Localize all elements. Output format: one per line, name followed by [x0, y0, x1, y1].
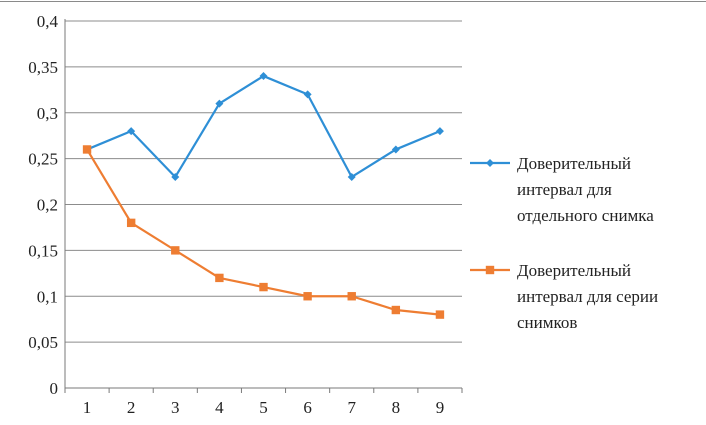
legend-label-1: интервал для [517, 180, 612, 199]
legend-label-1: отдельного снимка [517, 206, 654, 225]
data-point-1 [215, 99, 224, 108]
data-point-2 [435, 310, 445, 319]
series-line-1 [86, 74, 441, 179]
legend-label-1: Доверительный [517, 154, 631, 173]
legend-marker-2 [485, 265, 495, 275]
data-point-2 [82, 145, 92, 154]
x-tick-label: 4 [215, 398, 224, 417]
x-tick-label: 7 [347, 398, 356, 417]
x-tick-label: 1 [83, 398, 92, 417]
legend-label-2: Доверительный [517, 261, 631, 280]
data-point-1 [391, 145, 400, 154]
y-tick-label: 0 [50, 379, 59, 398]
y-tick-label: 0,35 [28, 58, 58, 77]
x-tick-label: 2 [127, 398, 136, 417]
y-tick-label: 0,4 [37, 12, 59, 31]
data-point-1 [171, 172, 180, 181]
data-point-1 [435, 127, 444, 136]
legend-label-2: снимков [517, 313, 577, 332]
data-point-1 [303, 90, 312, 99]
y-tick-label: 0,15 [28, 241, 58, 260]
data-point-2 [215, 273, 224, 283]
x-tick-label: 6 [303, 398, 312, 417]
legend-label-2: интервал для серии [517, 287, 658, 306]
y-tick-label: 0,2 [37, 196, 58, 215]
data-point-1 [127, 127, 136, 136]
data-point-2 [391, 305, 401, 315]
data-point-1 [259, 72, 268, 81]
legend-marker-1 [486, 159, 494, 167]
data-point-2 [259, 282, 268, 292]
y-tick-label: 0,1 [37, 287, 58, 306]
data-point-2 [126, 218, 136, 228]
y-tick-label: 0,3 [37, 104, 58, 123]
data-point-1 [347, 172, 356, 181]
x-tick-label: 3 [171, 398, 180, 417]
y-tick-label: 0,25 [28, 150, 58, 169]
data-point-2 [303, 292, 312, 301]
data-point-2 [171, 246, 180, 255]
x-tick-label: 5 [259, 398, 268, 417]
y-tick-label: 0,05 [28, 333, 58, 352]
data-point-2 [347, 292, 356, 301]
x-tick-label: 9 [436, 398, 445, 417]
x-tick-label: 8 [392, 398, 401, 417]
